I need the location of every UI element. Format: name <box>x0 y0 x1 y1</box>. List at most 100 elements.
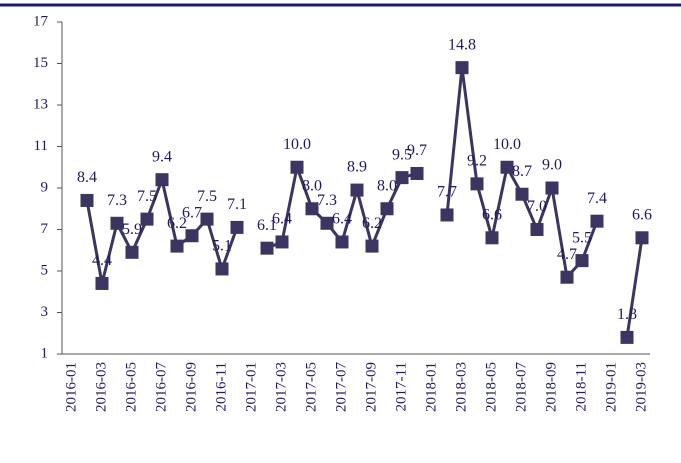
marker <box>545 181 559 195</box>
marker <box>200 212 214 226</box>
marker <box>170 239 184 253</box>
value-label: 9.4 <box>152 148 172 165</box>
marker <box>275 235 289 249</box>
marker <box>530 223 544 236</box>
x-tick-label: 2017-07 <box>333 362 349 412</box>
x-tick-label: 2016-11 <box>213 362 229 411</box>
value-label: 7.7 <box>437 184 457 201</box>
x-tick-label: 2016-01 <box>63 362 79 412</box>
value-label: 5.1 <box>212 238 232 255</box>
x-tick-label: 2016-05 <box>123 362 139 412</box>
x-tick-label: 2017-09 <box>363 362 379 412</box>
value-label: 4.7 <box>557 246 577 263</box>
y-tick-label: 3 <box>41 304 49 320</box>
x-tick-label: 2018-01 <box>423 362 439 412</box>
value-label: 7.0 <box>527 198 547 215</box>
marker <box>110 216 124 230</box>
x-tick-label: 2016-03 <box>93 362 109 412</box>
value-label: 7.3 <box>317 192 337 209</box>
x-tick-label: 2017-01 <box>243 362 259 412</box>
marker <box>440 208 454 222</box>
value-label: 14.8 <box>448 36 476 53</box>
marker <box>350 183 364 197</box>
marker <box>335 235 349 249</box>
marker <box>95 276 109 290</box>
y-tick-label: 9 <box>41 179 49 195</box>
value-label: 6.1 <box>257 217 277 234</box>
value-label: 8.0 <box>377 177 397 194</box>
marker <box>320 216 334 230</box>
value-label: 8.0 <box>302 177 322 194</box>
value-label: 6.6 <box>632 206 652 223</box>
y-tick-label: 17 <box>33 13 49 29</box>
line <box>85 67 644 338</box>
x-tick-label: 2017-03 <box>273 362 289 412</box>
value-label: 7.5 <box>137 188 157 205</box>
marker <box>485 231 499 245</box>
x-tick-label: 2019-01 <box>603 362 619 412</box>
value-label: 7.5 <box>197 188 217 205</box>
marker <box>410 166 424 180</box>
marker <box>620 330 634 344</box>
x-tick-label: 2017-05 <box>303 362 319 412</box>
y-tick-label: 1 <box>41 345 49 361</box>
value-label: 6.4 <box>332 211 352 228</box>
value-label: 9.0 <box>542 157 562 174</box>
marker <box>515 187 529 201</box>
x-tick-label: 2019-03 <box>633 362 649 412</box>
value-label: 4.4 <box>92 252 112 269</box>
marker <box>500 160 514 174</box>
x-tick-label: 2017-11 <box>393 362 409 411</box>
y-tick-label: 7 <box>41 221 49 237</box>
value-label: 6.6 <box>482 206 502 223</box>
marker <box>215 262 229 276</box>
marker <box>125 245 139 259</box>
marker <box>635 231 649 245</box>
y-tick-label: 13 <box>33 96 48 112</box>
marker <box>185 229 199 243</box>
marker <box>380 202 394 216</box>
value-label: 10.0 <box>493 136 521 153</box>
value-label: 7.1 <box>227 196 247 213</box>
marker <box>455 61 469 75</box>
marker <box>230 220 244 234</box>
value-label: 7.4 <box>587 190 607 207</box>
x-tick-label: 2018-11 <box>573 362 589 411</box>
value-label: 8.4 <box>77 169 97 186</box>
value-label: 6.7 <box>182 204 202 221</box>
marker <box>470 177 484 191</box>
marker <box>575 254 589 268</box>
y-tick-label: 5 <box>41 262 49 278</box>
y-tick-label: 15 <box>33 55 48 71</box>
value-label: 6.2 <box>167 215 187 232</box>
marker <box>590 214 604 228</box>
marker <box>80 193 94 207</box>
value-label: 8.9 <box>347 159 367 176</box>
x-tick-label: 2018-05 <box>483 362 499 412</box>
x-tick-label: 2018-07 <box>513 362 529 412</box>
marker <box>365 239 379 253</box>
x-tick-label: 2018-09 <box>543 362 559 412</box>
value-label: 5.9 <box>122 221 142 238</box>
value-label: 9.5 <box>392 146 412 163</box>
value-label: 6.4 <box>272 211 292 228</box>
y-tick-label: 11 <box>34 138 48 154</box>
x-tick-label: 2016-07 <box>153 362 169 412</box>
marker <box>305 202 319 216</box>
value-label: 9.7 <box>407 142 427 159</box>
value-label: 1.8 <box>617 306 637 323</box>
value-label: 6.2 <box>362 215 382 232</box>
x-tick-label: 2018-03 <box>453 362 469 412</box>
marker <box>155 173 169 187</box>
marker <box>290 160 304 174</box>
value-label: 5.5 <box>572 229 592 246</box>
value-label: 8.7 <box>512 163 532 180</box>
value-label: 10.0 <box>283 136 311 153</box>
marker <box>260 241 274 255</box>
x-tick-label: 2016-09 <box>183 362 199 412</box>
value-label: 9.2 <box>467 153 487 170</box>
marker <box>395 171 409 185</box>
marker <box>140 212 154 226</box>
marker <box>560 270 574 284</box>
